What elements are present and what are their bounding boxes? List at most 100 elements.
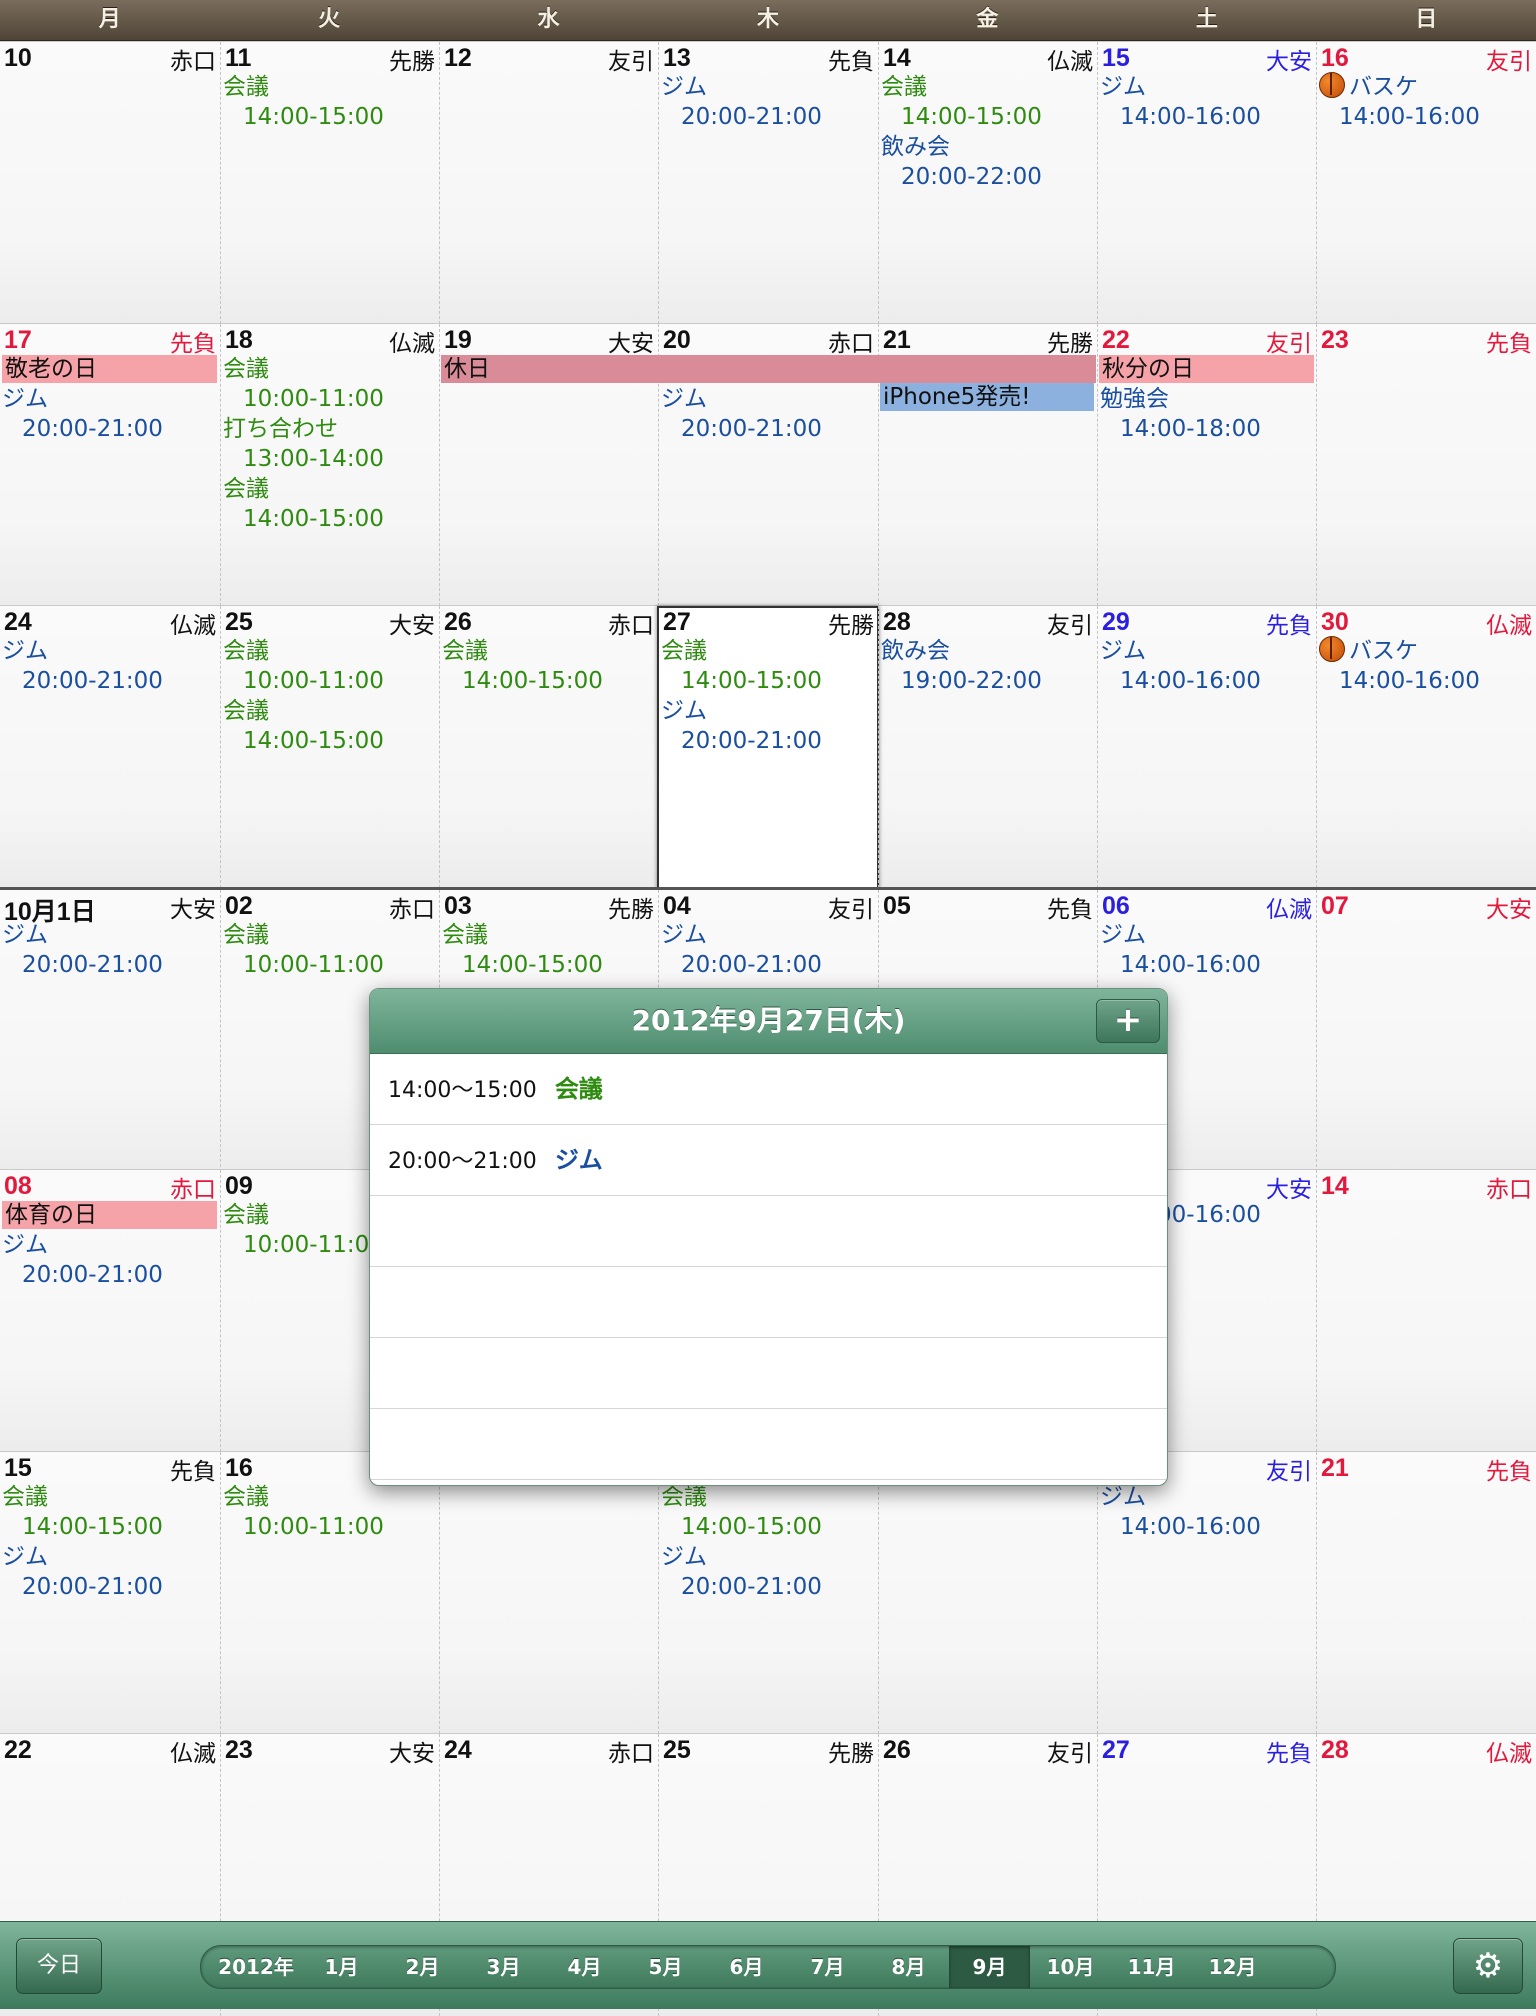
day-cell[interactable]: 25 大安 会議 10:00-11:00 会議 14:00-15:00 xyxy=(220,606,439,888)
event-item[interactable]: ジム 14:00-16:00 xyxy=(1100,920,1316,980)
month-tab-7[interactable]: 7月 xyxy=(810,1955,845,1979)
day-cell[interactable]: 23 大安 xyxy=(220,1734,439,2016)
event-item[interactable]: 会議 14:00-15:00 xyxy=(442,636,658,696)
day-cell[interactable]: 12 友引 xyxy=(439,42,658,324)
event-item[interactable]: ジム 20:00-21:00 xyxy=(661,920,878,980)
day-cell[interactable]: 19 大安 xyxy=(439,324,658,606)
event-item[interactable]: ジム 20:00-21:00 xyxy=(2,384,220,444)
day-cell[interactable]: 18 仏滅 会議 10:00-11:00 打ち合わせ 13:00-14:00 会議 14:00… xyxy=(220,324,439,606)
all-day-event-band[interactable]: 敬老の日 xyxy=(2,355,217,383)
day-cell[interactable]: 11 先勝 会議 14:00-15:00 xyxy=(220,42,439,324)
day-cell[interactable]: 06 仏滅 ジム 14:00-16:00 xyxy=(1097,890,1316,1172)
event-item[interactable]: ジム 20:00-21:00 xyxy=(661,696,878,756)
day-cell[interactable]: 09 会議 10:00-11:00 xyxy=(220,1170,439,1452)
event-item[interactable]: 会議 10:00-11:00 xyxy=(223,920,439,980)
event-item[interactable]: ジム 20:00-21:00 xyxy=(661,1542,878,1602)
day-cell[interactable]: 26 友引 xyxy=(878,1734,1097,2016)
day-cell[interactable]: 15 先負 会議 14:00-15:00 ジム 20:00-21:00 xyxy=(0,1452,220,1734)
day-cell[interactable]: 22 仏滅 xyxy=(0,1734,220,2016)
month-tab-2[interactable]: 2月 xyxy=(405,1955,440,1979)
event-item[interactable]: ジム 20:00-21:00 xyxy=(661,384,878,444)
day-cell[interactable]: 21 先負 xyxy=(1316,1452,1536,1734)
event-item[interactable]: 会議 14:00-15:00 xyxy=(661,1482,878,1542)
day-cell[interactable]: 14 仏滅 会議 14:00-15:00 飲み会 20:00-22:00 xyxy=(878,42,1097,324)
day-cell[interactable]: 22 友引 勉強会 14:00-18:00 xyxy=(1097,324,1316,606)
event-item[interactable]: ジム 20:00-21:00 xyxy=(2,1230,220,1290)
event-item[interactable]: ジム 20:00-21:00 xyxy=(661,72,878,132)
event-item[interactable]: 勉強会 14:00-18:00 xyxy=(1100,384,1316,444)
day-cell[interactable]: 23 先負 xyxy=(1316,324,1536,606)
month-tab-5[interactable]: 5月 xyxy=(648,1955,683,1979)
event-item[interactable]: ジム 20:00-21:00 xyxy=(2,920,220,980)
day-cell[interactable]: 04 友引 ジム 20:00-21:00 xyxy=(658,890,878,1172)
day-cell[interactable]: 25 先勝 xyxy=(658,1734,878,2016)
day-cell[interactable] xyxy=(439,1452,658,1734)
event-item[interactable]: ジム 14:00-16:00 xyxy=(1100,72,1316,132)
day-cell[interactable]: 13 先負 ジム 20:00-21:00 xyxy=(658,42,878,324)
day-cell[interactable]: 26 赤口 会議 14:00-15:00 xyxy=(439,606,658,888)
popover-row[interactable]: 14:00〜15:00 会議 xyxy=(370,1054,1167,1125)
day-cell[interactable]: 08 赤口 ジム 20:00-21:00 xyxy=(0,1170,220,1452)
event-item[interactable]: 会議 10:00-11:00 xyxy=(223,636,439,696)
event-item[interactable]: バスケ 14:00-16:00 xyxy=(1319,72,1536,132)
day-cell[interactable]: 20 赤口 ジム 20:00-21:00 xyxy=(658,324,878,606)
settings-button[interactable]: ⚙ xyxy=(1453,1938,1523,1994)
event-item[interactable]: ジム 20:00-21:00 xyxy=(2,1542,220,1602)
day-cell[interactable]: 24 仏滅 ジム 20:00-21:00 xyxy=(0,606,220,888)
event-item[interactable]: 飲み会 19:00-22:00 xyxy=(881,636,1097,696)
event-item[interactable]: 飲み会 20:00-22:00 xyxy=(881,132,1097,192)
day-cell[interactable]: 02 赤口 会議 10:00-11:00 xyxy=(220,890,439,1172)
event-item[interactable]: 会議 14:00-15:00 xyxy=(223,72,439,132)
event-item[interactable]: 会議 14:00-15:00 xyxy=(661,636,878,696)
month-tab-3[interactable]: 3月 xyxy=(486,1955,521,1979)
event-item[interactable]: ジム 14:00-16:00 xyxy=(1100,636,1316,696)
event-item[interactable]: 打ち合わせ 13:00-14:00 xyxy=(223,414,439,474)
day-cell[interactable]: 30 仏滅 バスケ 14:00-16:00 xyxy=(1316,606,1536,888)
all-day-event-band[interactable]: iPhone5発売! xyxy=(880,383,1094,411)
day-cell[interactable]: 07 大安 xyxy=(1316,890,1536,1172)
day-cell[interactable]: 27 先勝 会議 14:00-15:00 ジム 20:00-21:00 xyxy=(657,606,879,889)
today-button[interactable]: 今日 xyxy=(16,1938,102,1994)
event-item[interactable]: 会議 14:00-15:00 xyxy=(223,474,439,534)
all-day-event-band[interactable]: 休日 xyxy=(441,355,1096,383)
day-cell[interactable]: 友引 ジム 14:00-16:00 xyxy=(1097,1452,1316,1734)
event-item[interactable]: 会議 14:00-15:00 xyxy=(2,1482,220,1542)
all-day-event-band[interactable]: 秋分の日 xyxy=(1099,355,1314,383)
month-tab-1[interactable]: 1月 xyxy=(324,1955,359,1979)
day-cell[interactable]: 会議 14:00-15:00 ジム 20:00-21:00 xyxy=(658,1452,878,1734)
day-cell[interactable]: 17 先負 ジム 20:00-21:00 xyxy=(0,324,220,606)
day-cell[interactable]: 29 先負 ジム 14:00-16:00 xyxy=(1097,606,1316,888)
add-event-button[interactable]: + xyxy=(1096,999,1160,1043)
month-tab-10[interactable]: 10月 xyxy=(1046,1955,1095,1979)
day-cell[interactable]: 24 赤口 xyxy=(439,1734,658,2016)
day-cell[interactable] xyxy=(878,1452,1097,1734)
month-tab-11[interactable]: 11月 xyxy=(1127,1955,1176,1979)
popover-row[interactable]: 20:00〜21:00 ジム xyxy=(370,1125,1167,1196)
day-cell[interactable]: 03 先勝 会議 14:00-15:00 xyxy=(439,890,658,1172)
month-tab-4[interactable]: 4月 xyxy=(567,1955,602,1979)
event-item[interactable]: 会議 10:00-11:00 xyxy=(223,354,439,414)
event-item[interactable]: 会議 14:00-15:00 xyxy=(442,920,658,980)
event-item[interactable]: ジム 20:00-21:00 xyxy=(2,636,220,696)
day-cell[interactable]: 14 赤口 xyxy=(1316,1170,1536,1452)
event-item[interactable]: 会議 14:00-15:00 xyxy=(881,72,1097,132)
day-cell[interactable]: 28 友引 飲み会 19:00-22:00 xyxy=(878,606,1097,888)
day-cell[interactable]: 21 先勝 xyxy=(878,324,1097,606)
day-cell[interactable]: 10 赤口 xyxy=(0,42,220,324)
day-cell[interactable]: 27 先負 xyxy=(1097,1734,1316,2016)
day-cell[interactable]: 15 大安 ジム 14:00-16:00 xyxy=(1097,42,1316,324)
month-tab-8[interactable]: 8月 xyxy=(891,1955,926,1979)
month-tab-12[interactable]: 12月 xyxy=(1208,1955,1257,1979)
event-item[interactable]: 会議 10:00-11:00 xyxy=(223,1482,439,1542)
day-cell[interactable]: 16 会議 10:00-11:00 xyxy=(220,1452,439,1734)
day-cell[interactable]: 16 友引 バスケ 14:00-16:00 xyxy=(1316,42,1536,324)
event-item[interactable]: ジム 14:00-16:00 xyxy=(1100,1482,1316,1542)
month-tab-6[interactable]: 6月 xyxy=(729,1955,764,1979)
event-item[interactable]: 会議 14:00-15:00 xyxy=(223,696,439,756)
day-cell[interactable]: 10月1日 大安 ジム 20:00-21:00 xyxy=(0,890,220,1172)
event-item[interactable]: 会議 10:00-11:00 xyxy=(223,1200,439,1260)
month-tab-9[interactable]: 9月 xyxy=(949,1946,1030,1988)
event-item[interactable]: バスケ 14:00-16:00 xyxy=(1319,636,1536,696)
all-day-event-band[interactable]: 体育の日 xyxy=(2,1201,217,1229)
day-cell[interactable]: 28 仏滅 xyxy=(1316,1734,1536,2016)
